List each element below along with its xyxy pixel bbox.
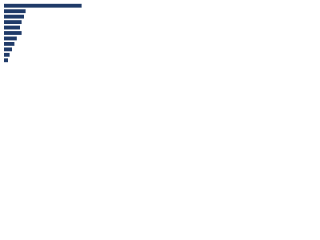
bar [4, 31, 22, 35]
bar [4, 47, 12, 52]
bar [4, 58, 8, 63]
chart [0, 0, 100, 71]
bar [4, 36, 17, 41]
bar [4, 3, 82, 8]
page: (() => { const data = JSON.parse(documen… [0, 0, 320, 71]
bar [4, 9, 26, 14]
bar [4, 52, 10, 57]
bar [4, 20, 22, 24]
bar [4, 25, 20, 30]
bar [4, 14, 24, 19]
bar [4, 42, 15, 46]
